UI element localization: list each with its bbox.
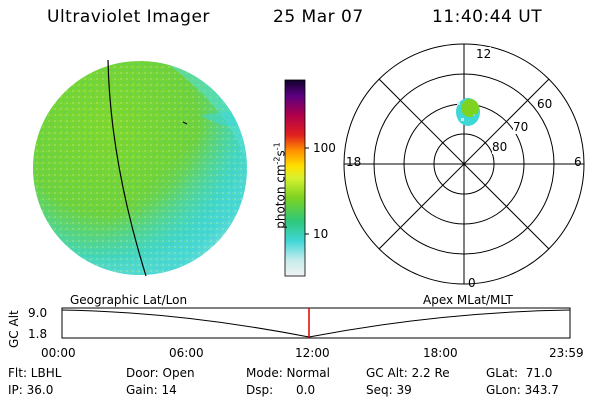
timeline-ybottom: 1.8 — [28, 327, 48, 341]
info-gcalt: GC Alt: 2.2 Re — [366, 366, 450, 380]
colorbar — [284, 79, 309, 277]
info-glon: GLon: 343.7 — [486, 383, 559, 397]
time-tick-3: 18:00 — [423, 346, 458, 360]
polar-label-lat80: 80 — [492, 140, 508, 154]
timeline-frame — [61, 307, 571, 339]
time-tick-4: 23:59 — [549, 346, 584, 360]
info-dsp: Dsp: 0.0 — [246, 383, 316, 397]
date-label: 25 Mar 07 — [273, 7, 364, 27]
info-gain: Gain: 14 — [126, 383, 177, 397]
time-label: 11:40:44 UT — [432, 7, 543, 27]
polar-ring-70 — [403, 103, 525, 225]
polar-ring-80 — [433, 133, 495, 195]
polar-label-18: 18 — [346, 155, 362, 169]
info-ip: IP: 36.0 — [8, 383, 54, 397]
info-door: Door: Open — [126, 366, 195, 380]
coast-mark — [182, 121, 188, 125]
timeline-ytop: 9.0 — [28, 306, 48, 320]
polar-label-12: 12 — [476, 47, 492, 61]
polar-ring-60 — [373, 73, 555, 255]
time-tick-2: 12:00 — [295, 346, 330, 360]
colorbar-label-100: 100 — [313, 141, 336, 155]
polar-label-lat60: 60 — [537, 97, 553, 111]
polar-label-6: 6 — [574, 155, 582, 169]
timeline-altitude-curve — [61, 309, 571, 338]
colorbar-unit: photon cm-2s-1 — [272, 142, 288, 229]
polar-ring-outer — [343, 43, 585, 285]
meridian-line — [107, 59, 147, 277]
polar-aurora-patch — [456, 98, 480, 126]
timeline-left-title: Geographic Lat/Lon — [70, 293, 188, 307]
app-title: Ultraviolet Imager — [47, 7, 210, 27]
time-tick-0: 00:00 — [41, 346, 76, 360]
time-tick-1: 06:00 — [169, 346, 204, 360]
polar-label-0: 0 — [468, 276, 476, 290]
polar-label-lat70: 70 — [513, 120, 529, 134]
info-flt: Flt: LBHL — [8, 366, 62, 380]
timeline-right-title: Apex MLat/MLT — [423, 293, 513, 307]
info-seq: Seq: 39 — [366, 383, 412, 397]
earth-disk-image — [33, 61, 247, 275]
info-glat: GLat: 71.0 — [486, 366, 553, 380]
info-mode: Mode: Normal — [246, 366, 330, 380]
colorbar-label-10: 10 — [313, 227, 329, 241]
